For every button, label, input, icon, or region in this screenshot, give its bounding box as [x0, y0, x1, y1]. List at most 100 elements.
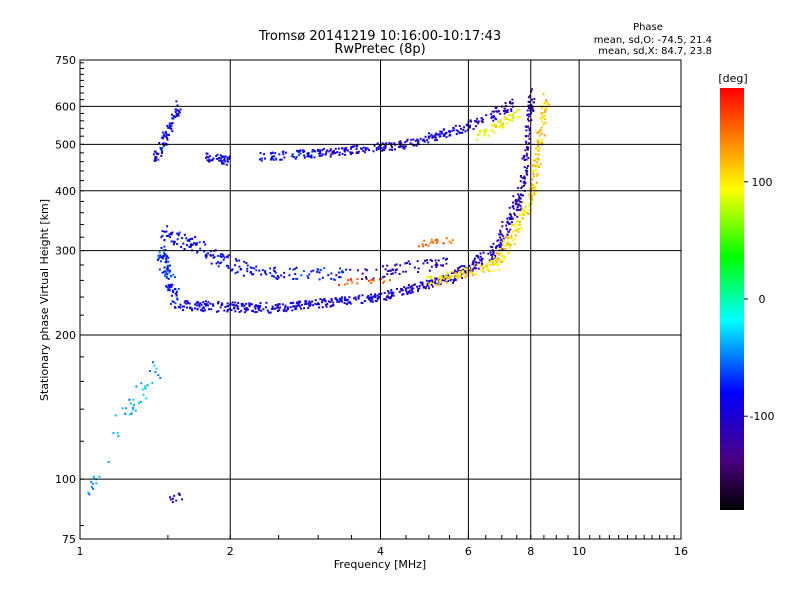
data-point: [173, 115, 176, 118]
colorbar-ticks: 100 0 -100: [744, 176, 774, 423]
data-point: [194, 243, 197, 246]
data-point: [274, 158, 277, 161]
data-point: [536, 166, 539, 169]
data-point: [398, 141, 401, 144]
data-point: [492, 123, 495, 126]
data-point: [276, 304, 279, 307]
data-point: [177, 287, 180, 290]
data-point: [491, 124, 494, 127]
data-point: [499, 236, 502, 239]
data-point: [483, 134, 486, 137]
data-point: [441, 278, 444, 281]
data-point: [329, 300, 332, 303]
data-point: [360, 301, 363, 304]
data-point: [490, 245, 493, 248]
data-point: [307, 151, 310, 154]
data-point: [507, 230, 510, 233]
data-point: [481, 263, 484, 266]
data-point: [374, 294, 377, 297]
data-point: [204, 309, 207, 312]
data-point: [502, 256, 505, 259]
data-point: [310, 156, 313, 159]
data-point: [507, 118, 510, 121]
data-point: [454, 124, 457, 127]
y-tick-label: 75: [62, 533, 76, 546]
data-point: [531, 164, 534, 167]
data-point: [307, 276, 310, 279]
data-point: [255, 265, 258, 268]
data-point: [272, 307, 275, 310]
data-point: [234, 310, 237, 313]
data-point: [398, 146, 401, 149]
data-point: [505, 224, 508, 227]
data-point: [361, 272, 364, 275]
data-point: [281, 151, 284, 154]
data-point: [174, 302, 177, 305]
data-point: [536, 164, 539, 167]
data-point: [476, 138, 479, 141]
data-point: [492, 251, 495, 254]
data-point: [154, 159, 157, 162]
data-point: [232, 303, 235, 306]
data-point: [170, 283, 173, 286]
data-point: [492, 250, 495, 253]
data-point: [327, 274, 330, 277]
data-point: [534, 147, 537, 150]
data-point: [527, 147, 530, 150]
data-point: [440, 130, 443, 133]
data-point: [173, 241, 176, 244]
data-point: [450, 241, 453, 244]
data-point: [192, 242, 195, 245]
data-point: [529, 132, 532, 135]
data-point: [531, 199, 534, 202]
data-point: [418, 284, 421, 287]
data-point: [533, 175, 536, 178]
data-point: [226, 310, 229, 313]
data-point: [492, 116, 495, 119]
data-point: [350, 147, 353, 150]
data-point: [482, 251, 485, 254]
data-point: [263, 153, 266, 156]
data-point: [516, 109, 519, 112]
data-point: [502, 240, 505, 243]
data-point: [390, 272, 393, 275]
data-point: [435, 132, 438, 135]
data-point: [303, 307, 306, 310]
data-point: [338, 297, 341, 300]
data-point: [430, 259, 433, 262]
data-point: [501, 248, 504, 251]
data-point: [171, 300, 174, 303]
data-point: [303, 303, 306, 306]
data-point: [337, 300, 340, 303]
data-point: [173, 494, 176, 497]
data-point: [439, 130, 442, 133]
data-point: [409, 292, 412, 295]
data-point: [515, 201, 518, 204]
data-point: [532, 101, 535, 104]
data-point: [339, 267, 342, 270]
data-point: [518, 116, 521, 119]
data-point: [387, 296, 390, 299]
data-point: [490, 112, 493, 115]
data-point: [509, 100, 512, 103]
data-point: [430, 279, 433, 282]
data-point: [531, 178, 534, 181]
data-point: [542, 123, 545, 126]
data-point: [515, 203, 518, 206]
data-point: [530, 201, 533, 204]
data-point: [269, 311, 272, 314]
data-point: [520, 207, 523, 210]
data-point: [474, 261, 477, 264]
data-point: [495, 252, 498, 255]
data-point: [308, 300, 311, 303]
data-point: [335, 298, 338, 301]
data-point: [210, 308, 213, 311]
data-point: [540, 126, 543, 129]
data-point: [406, 291, 409, 294]
data-point: [527, 119, 530, 122]
y-axis-ticks: 75 100 200 300 400 500 600 750: [55, 54, 84, 546]
data-point: [463, 264, 466, 267]
data-point: [526, 109, 529, 112]
data-point: [384, 144, 387, 147]
data-point: [411, 287, 414, 290]
